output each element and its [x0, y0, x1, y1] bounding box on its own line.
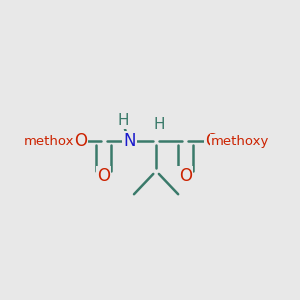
Text: methoxy: methoxy	[23, 135, 82, 148]
Text: O: O	[178, 167, 192, 185]
Text: H: H	[117, 113, 129, 128]
Text: O: O	[74, 132, 87, 150]
Text: H: H	[154, 117, 165, 132]
Text: O: O	[206, 132, 218, 150]
Text: methoxy: methoxy	[211, 135, 269, 148]
Text: N: N	[123, 132, 136, 150]
Text: O: O	[97, 167, 110, 185]
